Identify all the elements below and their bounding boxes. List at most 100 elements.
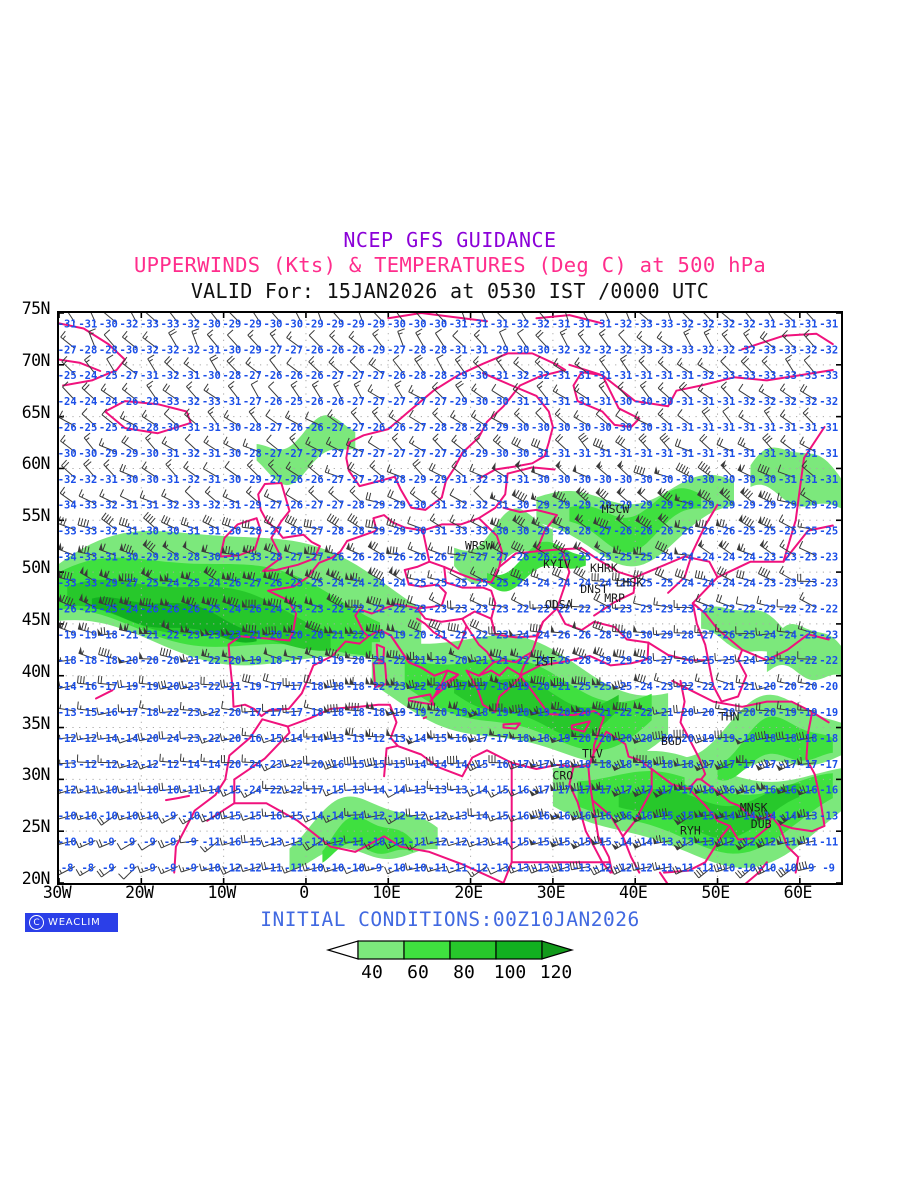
svg-text:-16: -16 <box>593 811 612 823</box>
svg-text:-16: -16 <box>78 681 97 693</box>
svg-text:-33: -33 <box>202 396 221 408</box>
svg-text:-13: -13 <box>511 863 530 875</box>
svg-text:-18: -18 <box>99 655 118 667</box>
svg-text:-12: -12 <box>387 811 406 823</box>
svg-text:-31: -31 <box>819 318 838 330</box>
svg-text:-13: -13 <box>469 837 488 849</box>
svg-text:-25: -25 <box>716 655 735 667</box>
svg-text:-8: -8 <box>81 863 94 875</box>
svg-text:-11: -11 <box>696 863 715 875</box>
svg-text:-28: -28 <box>449 448 468 460</box>
svg-text:-22: -22 <box>696 681 715 693</box>
svg-text:-30: -30 <box>655 474 674 486</box>
svg-text:-19: -19 <box>78 629 97 641</box>
svg-text:-14: -14 <box>366 785 385 797</box>
svg-text:-30: -30 <box>428 318 447 330</box>
svg-text:-32: -32 <box>181 448 200 460</box>
svg-text:-29: -29 <box>99 578 118 590</box>
svg-text:-23: -23 <box>799 629 818 641</box>
svg-text:-26: -26 <box>325 344 344 356</box>
svg-text:-21: -21 <box>552 681 571 693</box>
svg-text:-13: -13 <box>449 785 468 797</box>
svg-text:-17: -17 <box>284 655 303 667</box>
svg-text:-32: -32 <box>181 396 200 408</box>
svg-text:-11: -11 <box>120 785 139 797</box>
svg-text:-26: -26 <box>716 526 735 538</box>
svg-text:-20: -20 <box>161 655 180 667</box>
svg-text:-31: -31 <box>572 448 591 460</box>
svg-text:-30: -30 <box>78 448 97 460</box>
svg-text:-31: -31 <box>572 318 591 330</box>
svg-text:-27: -27 <box>366 396 385 408</box>
svg-text:-13: -13 <box>531 863 550 875</box>
svg-text:-18: -18 <box>819 733 838 745</box>
svg-text:-29: -29 <box>387 526 406 538</box>
svg-text:-28: -28 <box>449 422 468 434</box>
svg-text:-9: -9 <box>102 863 115 875</box>
svg-text:-9: -9 <box>81 837 94 849</box>
svg-text:-17: -17 <box>696 759 715 771</box>
svg-text:-19: -19 <box>490 707 509 719</box>
svg-text:-9: -9 <box>164 837 177 849</box>
svg-text:-15: -15 <box>469 759 488 771</box>
svg-text:-29: -29 <box>757 500 776 512</box>
svg-text:-10: -10 <box>366 837 385 849</box>
colorbar-tick-80: 80 <box>453 962 475 983</box>
svg-text:-31: -31 <box>799 448 818 460</box>
svg-text:-33: -33 <box>819 370 838 382</box>
svg-text:-31: -31 <box>655 370 674 382</box>
svg-text:-10: -10 <box>408 863 427 875</box>
svg-text:-11: -11 <box>449 863 468 875</box>
svg-text:-19: -19 <box>120 681 139 693</box>
svg-text:-23: -23 <box>757 578 776 590</box>
svg-text:-32: -32 <box>469 500 488 512</box>
svg-text:-16: -16 <box>264 811 283 823</box>
svg-text:-29: -29 <box>716 500 735 512</box>
svg-text:-32: -32 <box>757 396 776 408</box>
svg-text:-30: -30 <box>511 526 530 538</box>
svg-text:-33: -33 <box>140 318 159 330</box>
colorbar <box>0 938 900 968</box>
svg-text:-31: -31 <box>593 448 612 460</box>
svg-text:-13: -13 <box>696 837 715 849</box>
svg-text:-32: -32 <box>161 500 180 512</box>
svg-text:-27: -27 <box>387 448 406 460</box>
longitude-tick-10W: 10W <box>207 883 236 902</box>
svg-text:-16: -16 <box>572 811 591 823</box>
svg-text:-31: -31 <box>778 318 797 330</box>
svg-text:-27: -27 <box>284 344 303 356</box>
svg-text:-26: -26 <box>264 578 283 590</box>
svg-text:-24: -24 <box>778 629 797 641</box>
svg-text:-27: -27 <box>366 370 385 382</box>
longitude-tick-10E: 10E <box>372 883 401 902</box>
svg-text:-11: -11 <box>346 837 365 849</box>
svg-text:-31: -31 <box>161 474 180 486</box>
svg-text:-13: -13 <box>284 837 303 849</box>
svg-text:-22: -22 <box>449 629 468 641</box>
svg-text:-23: -23 <box>655 603 674 615</box>
svg-text:-19: -19 <box>59 629 77 641</box>
svg-text:-9: -9 <box>184 837 197 849</box>
svg-text:-16: -16 <box>243 733 262 745</box>
svg-text:-32: -32 <box>696 318 715 330</box>
svg-text:-23: -23 <box>469 603 488 615</box>
svg-text:-32: -32 <box>469 474 488 486</box>
svg-text:-33: -33 <box>78 500 97 512</box>
svg-text:-20: -20 <box>264 629 283 641</box>
svg-text:-16: -16 <box>222 837 241 849</box>
svg-text:-29: -29 <box>325 318 344 330</box>
svg-text:-18: -18 <box>346 707 365 719</box>
coastline-layer <box>59 313 834 883</box>
svg-text:-10: -10 <box>99 785 118 797</box>
svg-text:-31: -31 <box>737 422 756 434</box>
svg-text:-24: -24 <box>675 578 694 590</box>
svg-text:-27: -27 <box>408 396 427 408</box>
svg-text:-10: -10 <box>59 811 77 823</box>
svg-text:-24: -24 <box>757 629 776 641</box>
svg-text:-17: -17 <box>449 681 468 693</box>
svg-text:-33: -33 <box>655 344 674 356</box>
svg-text:-10: -10 <box>387 863 406 875</box>
svg-text:-11: -11 <box>78 785 97 797</box>
svg-text:-24: -24 <box>325 578 344 590</box>
svg-text:-9: -9 <box>802 863 815 875</box>
